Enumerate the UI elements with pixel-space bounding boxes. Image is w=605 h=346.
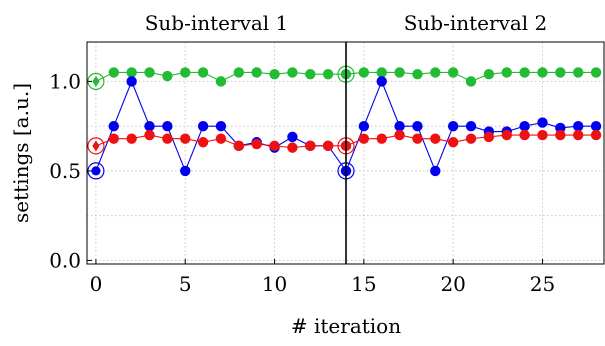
data-point <box>394 67 405 78</box>
data-point <box>590 120 602 132</box>
data-point <box>555 67 566 78</box>
x-tick-label: 15 <box>351 272 376 296</box>
data-point <box>162 70 173 82</box>
data-point <box>251 138 262 150</box>
data-point <box>430 67 441 78</box>
data-point <box>412 120 423 132</box>
initial-marker-diamond <box>92 140 100 152</box>
y-tick-label: 0.0 <box>49 248 81 272</box>
x-tick-label: 20 <box>440 272 465 296</box>
y-axis-label: settings [a.u.] <box>9 83 33 223</box>
labels: 0 5 10 15 20 25 0.0 0.5 1.0 Sub-interval 1 Sub-int… <box>49 11 555 296</box>
data-point <box>537 67 548 78</box>
data-point <box>126 67 137 78</box>
data-point <box>215 120 227 132</box>
data-point <box>215 76 227 87</box>
grid <box>87 42 605 264</box>
initial-marker-diamond <box>92 75 100 87</box>
data-point <box>358 120 370 132</box>
x-axis-label: # iteration <box>291 314 401 338</box>
data-point <box>269 140 280 152</box>
data-point <box>144 129 155 141</box>
data-point <box>197 120 209 132</box>
subinterval-title: Sub-interval 2 <box>404 11 548 35</box>
data-point <box>162 133 173 144</box>
data-point <box>573 129 584 141</box>
data-point <box>537 129 548 141</box>
y-tick-label: 0.5 <box>49 159 81 183</box>
data-point <box>573 67 584 78</box>
data-point <box>412 133 423 144</box>
data-point <box>305 140 316 152</box>
data-point <box>501 67 512 78</box>
data-point <box>447 137 459 148</box>
subinterval-title: Sub-interval 1 <box>145 11 289 35</box>
data-point <box>322 69 334 80</box>
data-point <box>144 120 155 132</box>
data-point <box>555 122 566 134</box>
data-point <box>394 129 405 141</box>
data-point <box>430 165 441 177</box>
data-point <box>215 133 227 144</box>
data-point <box>108 120 119 132</box>
initial-marker-ring <box>87 137 105 155</box>
data-point <box>590 129 602 141</box>
data-point <box>108 133 119 144</box>
data-point <box>483 69 495 80</box>
data-point <box>501 129 512 141</box>
data-point <box>465 120 477 132</box>
data-point <box>376 76 387 87</box>
series-layer <box>87 65 602 180</box>
x-tick-label: 5 <box>179 272 192 296</box>
x-tick-label: 10 <box>262 272 287 296</box>
x-tick-label: 25 <box>530 272 555 296</box>
y-tick-label: 1.0 <box>49 69 81 93</box>
data-point <box>465 76 477 87</box>
data-point <box>126 76 137 87</box>
data-point <box>126 133 137 144</box>
data-point <box>412 69 423 80</box>
data-point <box>162 120 173 132</box>
data-point <box>358 67 370 78</box>
data-point <box>180 133 191 144</box>
data-point <box>537 117 548 128</box>
data-point <box>430 133 441 144</box>
data-point <box>197 137 209 148</box>
data-point <box>108 67 119 78</box>
data-point <box>287 131 298 143</box>
data-point <box>305 69 316 80</box>
data-point <box>180 67 191 78</box>
data-point <box>180 165 191 177</box>
data-point <box>447 67 459 78</box>
data-point <box>233 67 245 78</box>
data-point <box>197 67 209 78</box>
data-point <box>447 120 459 132</box>
data-point <box>287 67 298 78</box>
data-point <box>287 142 298 153</box>
data-point <box>519 129 530 141</box>
data-point <box>251 67 262 78</box>
data-point <box>269 69 280 80</box>
data-point <box>465 133 477 144</box>
data-point <box>519 67 530 78</box>
data-point <box>376 133 387 144</box>
axes <box>86 41 605 265</box>
data-point <box>573 120 584 132</box>
data-point <box>376 67 387 78</box>
data-point <box>144 67 155 78</box>
data-point <box>394 120 405 132</box>
data-point <box>555 129 566 141</box>
initial-marker-dot <box>91 166 101 176</box>
x-tick-label: 0 <box>90 272 103 296</box>
data-point <box>358 133 370 144</box>
data-point <box>519 120 530 132</box>
data-point <box>590 67 602 78</box>
data-point <box>233 140 245 152</box>
data-point <box>322 140 334 152</box>
data-point <box>483 131 495 143</box>
